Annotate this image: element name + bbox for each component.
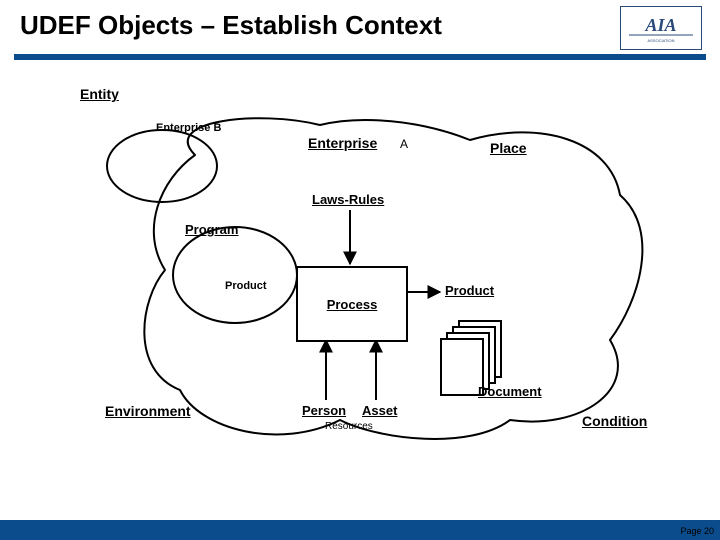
label-person: Person [302,403,346,418]
footer-bar [0,520,720,540]
enterprise-b-oval [107,130,217,202]
label-document: Document [478,384,542,399]
label-process: Process [327,297,378,312]
label-product-right: Product [445,283,494,298]
label-place: Place [490,140,527,156]
process-box: Process [296,266,408,342]
label-a: A [400,137,408,151]
logo: AIA ASSOCIATION [620,6,702,50]
logo-text: AIA [644,15,676,35]
slide-title: UDEF Objects – Establish Context [20,10,442,41]
label-enterprise-b: Enterprise B [156,122,221,134]
program-oval [173,227,297,323]
label-program: Program [185,222,238,237]
label-laws-rules: Laws-Rules [312,192,384,207]
label-product-left: Product [225,280,267,292]
logo-subtext: ASSOCIATION [647,38,674,43]
label-condition: Condition [582,413,647,429]
label-enterprise: Enterprise [308,135,377,151]
aia-logo-icon: AIA ASSOCIATION [625,11,697,45]
label-asset: Asset [362,403,397,418]
page-number: Page 20 [680,526,714,536]
label-entity: Entity [80,86,119,102]
label-resources: Resources [325,421,373,432]
slide-root: UDEF Objects – Establish Context AIA ASS… [0,0,720,540]
label-environment: Environment [105,403,191,419]
title-underline [14,54,706,60]
